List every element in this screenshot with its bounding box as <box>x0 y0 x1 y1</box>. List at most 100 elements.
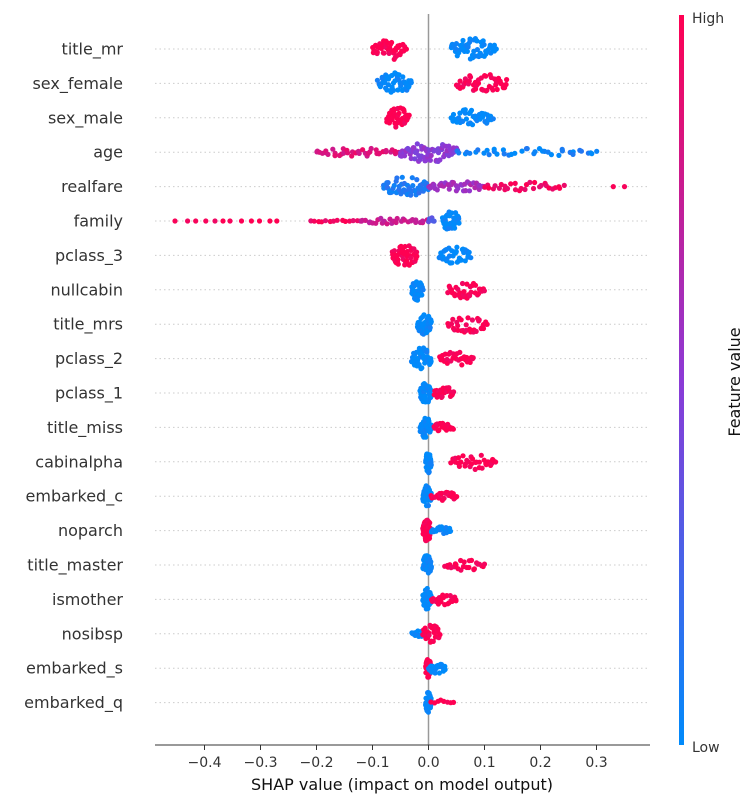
shap-point <box>523 146 530 152</box>
shap-point <box>426 632 432 638</box>
x-tick-label: 0.3 <box>585 755 607 771</box>
shap-point <box>428 462 434 468</box>
shap-point <box>472 282 479 288</box>
shap-point <box>508 181 514 187</box>
shap-point <box>426 418 432 424</box>
shap-point <box>450 111 457 118</box>
shap-point <box>494 86 500 93</box>
shap-point <box>466 564 472 571</box>
shap-point <box>428 564 434 570</box>
shap-point <box>385 180 391 186</box>
shap-point <box>391 182 397 189</box>
shap-point <box>457 349 463 355</box>
shap-point <box>481 561 488 567</box>
x-tick-label: −0.1 <box>356 755 390 771</box>
shap-point <box>538 182 544 189</box>
shap-point <box>491 146 497 152</box>
feature-label: ismother <box>52 590 123 609</box>
shap-point <box>435 150 442 156</box>
shap-point <box>589 151 595 157</box>
shap-point <box>478 452 484 458</box>
shap-point <box>238 218 245 224</box>
shap-point <box>578 148 585 154</box>
shap-point <box>473 328 479 334</box>
shap-point <box>395 261 401 267</box>
shap-point <box>401 108 407 115</box>
shap-point <box>362 217 368 223</box>
shap-point <box>424 349 430 355</box>
colorbar-gradient <box>679 15 684 745</box>
shap-point <box>465 315 471 321</box>
shap-point <box>469 317 475 323</box>
shap-point <box>463 322 469 328</box>
shap-point <box>559 146 565 152</box>
shap-point <box>481 42 487 48</box>
shap-point <box>532 179 538 186</box>
shap-point <box>449 210 455 216</box>
x-tick-label: 0.1 <box>473 755 495 771</box>
shap-point <box>450 316 456 322</box>
shap-point <box>368 145 374 152</box>
shap-point <box>227 218 233 224</box>
shap-point <box>621 184 628 190</box>
shap-point <box>427 325 433 331</box>
shap-point <box>454 494 460 500</box>
shap-point <box>512 187 519 193</box>
shap-point <box>193 218 199 224</box>
shap-point <box>476 317 482 323</box>
shap-point <box>342 218 348 224</box>
shap-point <box>454 244 460 250</box>
shap-point <box>462 258 468 264</box>
shap-point <box>421 312 427 318</box>
shap-point <box>469 456 476 462</box>
shap-point <box>420 218 426 224</box>
shap-point <box>503 81 509 88</box>
shap-point <box>476 186 482 192</box>
shap-point <box>437 157 443 163</box>
shap-point <box>481 288 487 294</box>
shap-point <box>459 280 466 287</box>
shap-point <box>460 37 466 44</box>
colorbar-title: Feature value <box>725 327 744 436</box>
shap-point <box>474 38 480 44</box>
x-axis-title: SHAP value (impact on model output) <box>251 775 553 794</box>
shap-point <box>396 110 402 116</box>
shap-point <box>472 466 478 472</box>
x-tick-label: 0.2 <box>529 755 551 771</box>
shap-point <box>456 220 462 226</box>
shap-point <box>610 184 616 190</box>
shap-point <box>451 389 457 395</box>
shap-point <box>412 156 418 162</box>
shap-point <box>420 287 426 293</box>
shap-point <box>475 147 481 153</box>
shap-point <box>468 557 475 564</box>
row-gridlines <box>155 48 650 704</box>
shap-point <box>419 365 425 371</box>
shap-point <box>427 157 433 163</box>
shap-point <box>504 77 510 83</box>
shap-point <box>434 187 440 193</box>
shap-point <box>458 317 464 323</box>
shap-point <box>461 559 467 565</box>
shap-point <box>468 255 474 261</box>
shap-point <box>466 249 472 255</box>
shap-point <box>345 150 351 156</box>
shap-point <box>427 185 433 191</box>
shap-point <box>548 152 555 158</box>
shap-point <box>389 39 395 46</box>
shap-point <box>406 112 412 118</box>
shap-points <box>172 36 628 715</box>
shap-point <box>408 255 414 261</box>
feature-label: pclass_1 <box>55 384 123 404</box>
shap-point <box>431 148 437 154</box>
shap-point <box>459 362 465 368</box>
shap-point <box>436 427 442 433</box>
feature-label: title_master <box>27 556 123 576</box>
shap-point <box>332 153 338 159</box>
shap-point <box>483 73 489 79</box>
shap-point <box>390 87 397 93</box>
shap-point <box>391 248 397 254</box>
shap-point <box>463 116 469 122</box>
shap-point <box>450 491 456 497</box>
